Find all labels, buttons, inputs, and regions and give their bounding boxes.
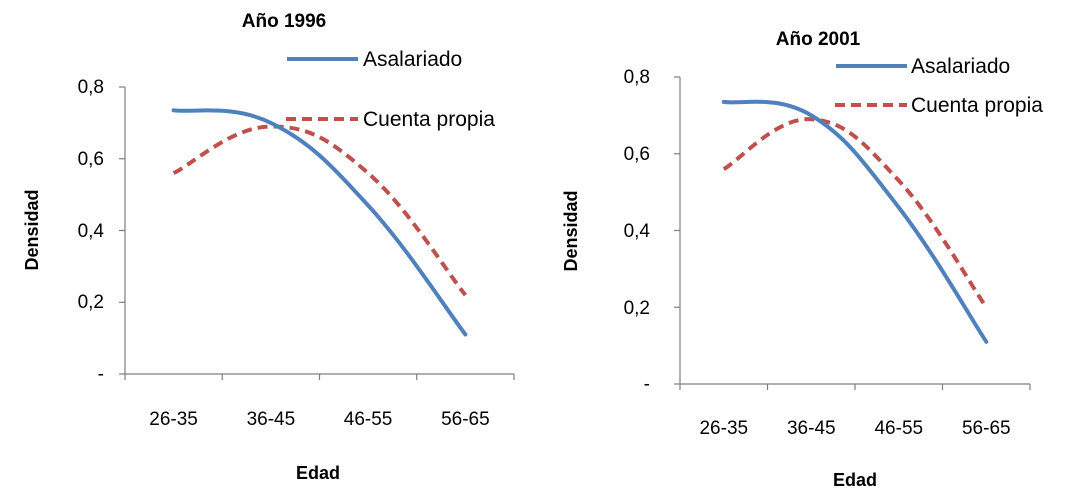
chart-2001-x-tick-label: 46-55: [874, 418, 923, 439]
chart-2001-y-ticks: [674, 76, 680, 385]
chart-2001-y-tick-label: 0,4: [624, 221, 651, 242]
chart-1996-x-tick-label: 46-55: [344, 409, 393, 430]
chart-2001-x-tick-label: 36-45: [787, 418, 836, 439]
chart-2001-y-tick-label: -: [644, 374, 650, 395]
chart-1996-line-cuenta-propia: [172, 124, 467, 297]
chart-1996-plot-area: [171, 108, 468, 337]
chart-1996-y-tick-labels: - 0,2 0,4 0,6 0,8: [78, 77, 105, 385]
chart-1996-x-ticks: [124, 374, 515, 380]
chart-2001-plot-area: [721, 99, 989, 344]
chart-1996-title: Año 1996: [242, 11, 326, 32]
chart-1996-x-tick-labels: 26-35 36-45 46-55 56-65: [149, 409, 489, 430]
chart-2001-legend-label-cuenta-propia: Cuenta propia: [911, 94, 1043, 117]
chart-1996-y-axis-title: Densidad: [22, 189, 42, 270]
chart-2001-x-tick-labels: 26-35 36-45 46-55 56-65: [699, 418, 1010, 439]
chart-2001-x-tick-label: 56-65: [962, 418, 1011, 439]
chart-2001-y-tick-label: 0,2: [624, 298, 650, 319]
chart-2001-y-tick-label: 0,8: [624, 67, 650, 88]
chart-1996-y-ticks: [119, 86, 125, 375]
chart-2001-y-tick-label: 0,6: [624, 144, 650, 165]
chart-2001-title: Año 2001: [776, 29, 861, 50]
chart-2001-legend: Asalariado Cuenta propia: [835, 55, 1043, 117]
chart-1996-x-tick-label: 26-35: [149, 409, 198, 430]
chart-2001-y-tick-labels: - 0,2 0,4 0,6 0,8: [624, 67, 651, 395]
chart-1996-x-axis-title: Edad: [296, 463, 340, 483]
chart-1996-legend-label-cuenta-propia: Cuenta propia: [363, 108, 495, 131]
chart-2001-line-cuenta-propia: [722, 117, 988, 309]
chart-1996-x-tick-label: 56-65: [441, 409, 490, 430]
chart-1996-y-tick-label: 0,2: [78, 292, 104, 313]
chart-2001-line-asalariado: [721, 99, 989, 344]
chart-2001: Año 2001 Densidad Edad - 0,2 0,4 0,6 0,8: [561, 29, 1043, 490]
chart-1996-y-tick-label: 0,8: [78, 77, 104, 98]
chart-1996-y-tick-label: 0,6: [78, 149, 104, 170]
chart-1996: Año 1996 Densidad Edad - 0,2 0,4 0,6 0,8: [22, 11, 515, 483]
chart-2001-x-axis-title: Edad: [833, 470, 877, 490]
chart-1996-y-tick-label: 0,4: [78, 221, 105, 242]
chart-2001-y-axis-title: Densidad: [561, 190, 581, 271]
chart-1996-legend: Asalariado Cuenta propia: [286, 48, 495, 131]
chart-1996-y-tick-label: -: [98, 364, 104, 385]
chart-2001-x-ticks: [679, 384, 1031, 390]
chart-2001-x-tick-label: 26-35: [699, 418, 748, 439]
chart-1996-legend-label-asalariado: Asalariado: [363, 48, 462, 71]
chart-1996-x-tick-label: 36-45: [247, 409, 296, 430]
chart-2001-legend-label-asalariado: Asalariado: [911, 55, 1010, 78]
chart-1996-line-asalariado: [171, 108, 468, 337]
